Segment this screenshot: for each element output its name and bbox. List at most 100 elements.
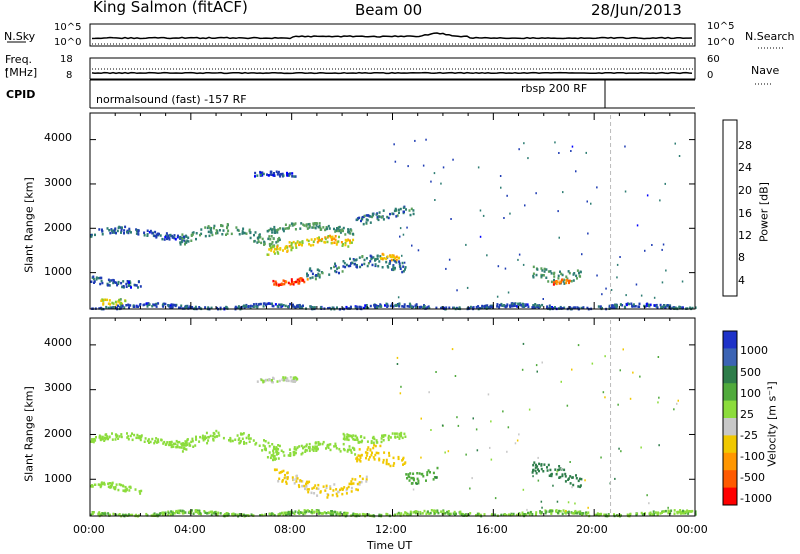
power-echo-cell: [290, 222, 293, 225]
power-echo-cell: [151, 232, 154, 235]
velocity-echo-cell: [213, 435, 216, 439]
power-echo-cell: [97, 276, 100, 280]
power-noise-cell: [403, 261, 406, 264]
velocity-echo-cell: [278, 513, 281, 516]
velocity-echo-cell: [263, 445, 266, 448]
power-noise-cell: [636, 224, 639, 227]
power-echo-cell: [318, 273, 321, 277]
power-noise-cell: [542, 298, 544, 300]
velocity-echo-cell: [346, 438, 349, 441]
power-echo-cell: [288, 224, 291, 227]
velocity-echo-cell: [382, 461, 385, 464]
power-echo-cell: [330, 267, 333, 270]
velocity-echo-cell: [121, 513, 124, 517]
power-echo-cell: [576, 306, 579, 309]
velocity-echo-cell: [626, 513, 629, 516]
power-echo-cell: [166, 236, 169, 240]
power-echo-cell: [155, 233, 158, 236]
velocity-cbar-swatch: [723, 487, 737, 506]
velocity-cbar-tick-500: 500: [740, 366, 761, 379]
power-echo-cell: [381, 257, 384, 261]
power-echo-cell: [128, 281, 130, 284]
power-echo-cell: [496, 303, 499, 306]
power-echo-cell: [613, 306, 616, 310]
velocity-echo-cell: [585, 512, 588, 516]
power-noise-cell: [605, 287, 607, 290]
power-echo-cell: [540, 275, 543, 278]
power-cbar-tick-20: 20: [738, 184, 752, 197]
power-echo-cell: [565, 281, 568, 285]
velocity-echo-cell: [308, 442, 311, 446]
velocity-echo-cell: [355, 457, 358, 460]
velocity-echo-cell: [296, 446, 299, 449]
power-echo-cell: [200, 228, 203, 231]
velocity-echo-cell: [346, 433, 349, 436]
velocity-echo-cell: [379, 444, 382, 448]
velocity-echo-cell: [661, 511, 663, 514]
power-echo-cell: [289, 283, 292, 286]
velocity-echo-cell: [329, 443, 332, 446]
velocity-echo-cell: [304, 512, 307, 515]
power-echo-cell: [256, 174, 259, 177]
velocity-echo-cell: [404, 511, 407, 514]
power-echo-cell: [286, 171, 288, 175]
velocity-echo-cell: [104, 433, 107, 437]
power-echo-cell: [92, 275, 95, 278]
power-noise-cell: [659, 199, 661, 202]
velocity-echo-cell: [292, 451, 295, 454]
power-noise-cell: [450, 218, 452, 220]
power-echo-cell: [373, 305, 376, 309]
power-echo-cell: [330, 238, 333, 241]
power-echo-cell: [297, 305, 300, 308]
velocity-echo-cell: [356, 459, 359, 463]
power-echo-cell: [145, 302, 148, 305]
velocity-echo-cell: [378, 457, 381, 460]
velocity-echo-cell: [690, 510, 693, 513]
power-echo-cell: [363, 214, 366, 218]
power-echo-cell: [648, 304, 651, 307]
power-echo-cell: [625, 303, 628, 307]
velocity-echo-cell: [571, 512, 574, 515]
power-echo-cell: [381, 252, 384, 256]
velocity-echo-cell: [574, 509, 577, 513]
velocity-echo-cell: [307, 488, 310, 491]
power-echo-cell: [394, 304, 397, 307]
velocity-noise-cell: [396, 356, 399, 359]
power-echo-cell: [401, 270, 404, 274]
velocity-echo-cell: [205, 431, 208, 435]
velocity-echo-cell: [687, 512, 690, 515]
velocity-noise-cell: [632, 371, 634, 374]
velocity-echo-cell: [285, 511, 288, 514]
velocity-echo-cell: [676, 511, 679, 515]
velocity-echo-cell: [365, 454, 368, 457]
power-noise-cell: [518, 253, 521, 256]
velocity-echo-cell: [391, 432, 394, 435]
velocity-echo-cell: [575, 474, 577, 477]
power-noise-cell: [662, 243, 665, 246]
velocity-echo-cell: [460, 513, 463, 516]
velocity-echo-cell: [207, 436, 210, 439]
power-echo-cell: [116, 283, 119, 287]
power-noise-cell: [585, 151, 587, 154]
power-echo-cell: [120, 229, 123, 233]
velocity-noise-cell: [532, 475, 534, 478]
power-echo-cell: [308, 268, 311, 272]
velocity-echo-cell: [308, 449, 311, 453]
power-echo-cell: [161, 237, 164, 241]
velocity-echo-cell: [433, 476, 436, 479]
velocity-echo-cell: [273, 445, 275, 449]
velocity-echo-cell: [682, 509, 684, 513]
velocity-noise-cell: [657, 401, 659, 404]
velocity-echo-cell: [435, 476, 438, 479]
velocity-echo-cell: [345, 488, 348, 492]
power-echo-cell: [137, 280, 140, 284]
xtick-0400: 04:00: [174, 523, 206, 536]
velocity-noise-cell: [676, 402, 678, 405]
velocity-echo-cell: [105, 437, 108, 440]
velocity-echo-cell: [178, 446, 181, 449]
power-echo-cell: [522, 304, 525, 307]
velocity-echo-cell: [291, 379, 294, 382]
power-noise-cell: [422, 164, 425, 167]
velocity-echo-cell: [272, 377, 275, 380]
power-echo-cell: [562, 307, 565, 310]
